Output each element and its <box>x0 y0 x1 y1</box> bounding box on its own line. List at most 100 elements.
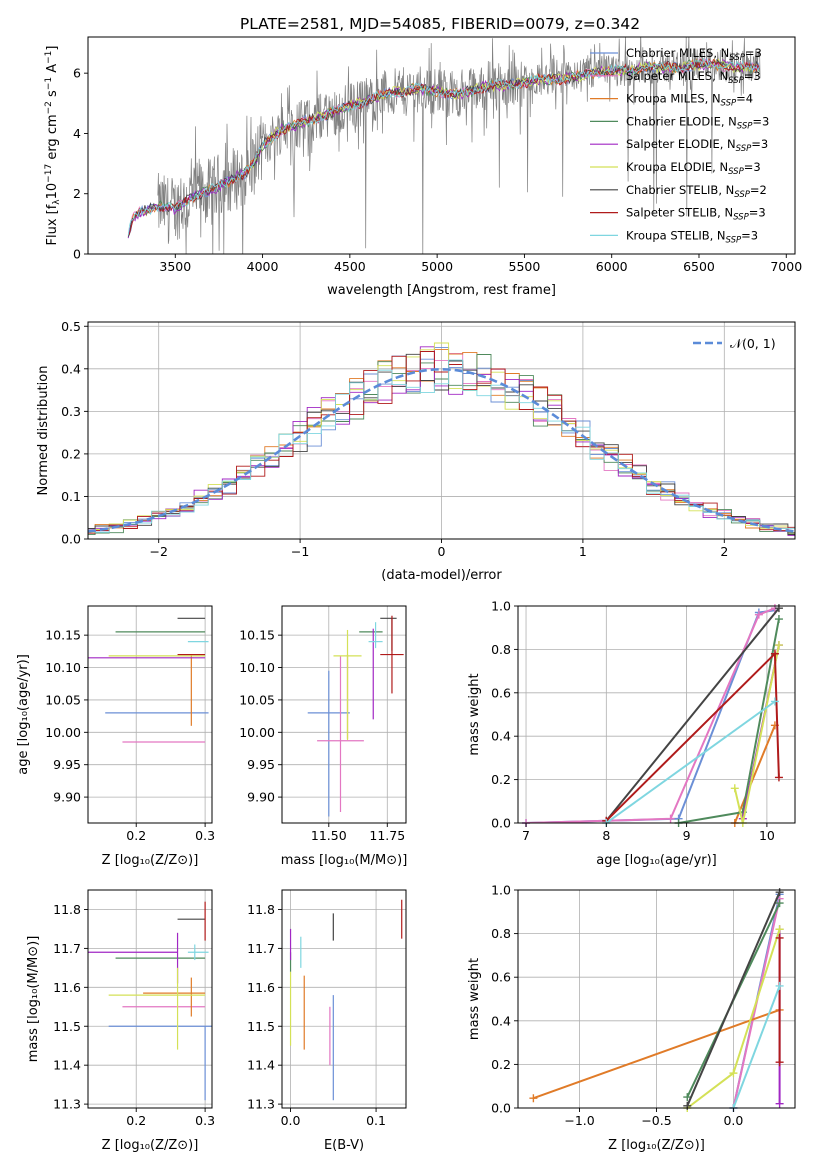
mass-weight-line <box>605 651 780 822</box>
x-tick-label: 11.75 <box>369 828 405 843</box>
legend-entry: Chabrier STELIB, NSSP=2 <box>626 183 767 200</box>
y-tick-label: 11.3 <box>247 1097 275 1112</box>
x-tick-label: 1 <box>579 544 587 559</box>
y-tick-label: 0.0 <box>491 1101 511 1116</box>
x-tick-label: 0.0 <box>723 1113 743 1128</box>
x-tick-label: 4500 <box>334 259 366 274</box>
y-tick-label: 9.90 <box>53 790 81 805</box>
mass-weight-marker <box>754 610 763 619</box>
label-part: =3 <box>749 206 766 220</box>
legend-entry: Kroupa ELODIE, NSSP=3 <box>626 160 761 177</box>
x-axis-label: (data-model)/error <box>381 568 502 583</box>
y-tick-label: 10.00 <box>239 725 275 740</box>
mass-weight-marker <box>775 1099 784 1108</box>
y-tick-label: 11.5 <box>53 1019 81 1034</box>
y-tick-label: 0 <box>73 247 81 262</box>
y-tick-label: 10.00 <box>45 725 81 740</box>
mass-weight-marker <box>774 615 783 624</box>
legend-entry: Salpeter ELODIE, NSSP=3 <box>626 137 768 154</box>
y-axis-label: Flux [fλ10−17 erg cm−2 s−1 A−1] <box>44 46 62 246</box>
normal-curve <box>87 367 796 533</box>
y-tick-label: 0.1 <box>61 489 81 504</box>
label-part: SSP <box>734 190 750 200</box>
y-tick-label: 10.05 <box>239 692 275 707</box>
label-part: SSP <box>728 167 744 177</box>
axes-frame <box>517 605 796 824</box>
massweight-vs-age-panel: 7 8 9 10 0.0 0.2 0.4 0.6 0.8 1.0 age [log₁₀(age/yr… <box>467 599 796 868</box>
label-part: SSP <box>721 99 737 109</box>
x-tick-label: 7000 <box>770 259 802 274</box>
legend-entry: Kroupa STELIB, NSSP=3 <box>626 228 758 245</box>
y-tick-label: 10.10 <box>239 660 275 675</box>
label-part: =4 <box>736 92 753 106</box>
y-tick-label: 0.4 <box>61 361 81 376</box>
mass-weight-marker <box>729 1069 738 1078</box>
y-tick-label: 0.2 <box>491 772 511 787</box>
legend-entry: 𝒩(0, 1) <box>730 336 776 351</box>
label-part: SSP <box>728 76 744 86</box>
y-tick-label: 11.5 <box>247 1019 275 1034</box>
label-part: Flux [f <box>45 204 60 245</box>
y-tick-label: 1.0 <box>491 883 511 898</box>
legend-entry: Salpeter MILES, NSSP=3 <box>626 69 761 86</box>
x-tick-label: 0.2 <box>126 828 146 843</box>
mass-weight-marker <box>775 1058 784 1067</box>
legend-entry: Chabrier ELODIE, NSSP=3 <box>626 114 769 131</box>
y-tick-label: 0.2 <box>491 1057 511 1072</box>
mass-weight-line <box>686 891 781 1107</box>
mass-weight-line <box>533 1008 780 1100</box>
label-part: SSP <box>726 235 742 245</box>
label-part: −2 <box>44 101 54 114</box>
mass-weight-line <box>732 985 781 1108</box>
label-part: −1 <box>44 51 54 64</box>
x-tick-label: −2 <box>149 544 167 559</box>
legend-entry: Chabrier MILES, NSSP=3 <box>626 46 762 63</box>
label-part: Chabrier MILES, N <box>626 46 729 60</box>
label-part: SSP <box>736 144 752 154</box>
mass-weight-line <box>605 607 780 822</box>
label-part: ] <box>45 46 60 51</box>
label-part: Salpeter STELIB, N <box>626 206 733 220</box>
x-axis-label: E(B-V) <box>324 1138 364 1153</box>
x-tick-label: 2 <box>720 544 728 559</box>
y-tick-label: 10.15 <box>45 628 81 643</box>
y-tick-label: 0.0 <box>61 532 81 547</box>
y-tick-label: 11.6 <box>53 980 81 995</box>
axes-frame <box>87 36 796 255</box>
x-axis-label: Z [log₁₀(Z/Z⊙)] <box>608 1138 705 1153</box>
x-tick-label: 6000 <box>596 259 628 274</box>
residuals-panel: −2 −1 0 1 2 0.0 0.1 0.2 0.3 0.4 0.5 (data-model)/er… <box>36 319 796 583</box>
label-part: 10 <box>45 183 60 200</box>
label-part: =3 <box>741 228 758 242</box>
y-tick-label: 11.3 <box>53 1097 81 1112</box>
y-tick-label: 0.5 <box>61 319 81 334</box>
y-tick-label: 11.4 <box>53 1058 81 1073</box>
axes-frame <box>87 889 213 1109</box>
x-tick-label: 0 <box>438 544 446 559</box>
x-tick-label: 0.2 <box>126 1113 146 1128</box>
x-axis-label: age [log₁₀(age/yr)] <box>596 853 717 868</box>
mass-weight-marker <box>774 641 783 650</box>
age-vs-Z-panel: 0.2 0.3 9.90 9.95 10.00 10.05 10.10 10.15 Z [log… <box>16 605 215 868</box>
axes-frame <box>281 889 407 1109</box>
x-tick-label: 7 <box>522 828 530 843</box>
x-tick-label: 10 <box>759 828 775 843</box>
x-tick-label: 0.3 <box>195 1113 215 1128</box>
x-tick-label: −0.5 <box>641 1113 671 1128</box>
label-part: Chabrier ELODIE, N <box>626 114 737 128</box>
label-part: Salpeter MILES, N <box>626 69 728 83</box>
y-tick-label: 9.95 <box>53 757 81 772</box>
y-tick-label: 10.10 <box>45 660 81 675</box>
legend-entry: Kroupa MILES, NSSP=4 <box>626 92 753 109</box>
y-tick-label: 4 <box>73 126 81 141</box>
y-tick-label: 0.6 <box>491 970 511 985</box>
residual-histogram <box>88 351 795 534</box>
y-axis-label: mass weight <box>467 958 482 1040</box>
y-tick-label: 11.7 <box>247 941 275 956</box>
mass-weight-line <box>605 700 776 823</box>
y-tick-label: 9.95 <box>247 757 275 772</box>
y-tick-label: 9.90 <box>247 790 275 805</box>
y-axis-label: Normed distribution <box>36 366 51 496</box>
mass-weight-marker <box>775 933 784 942</box>
